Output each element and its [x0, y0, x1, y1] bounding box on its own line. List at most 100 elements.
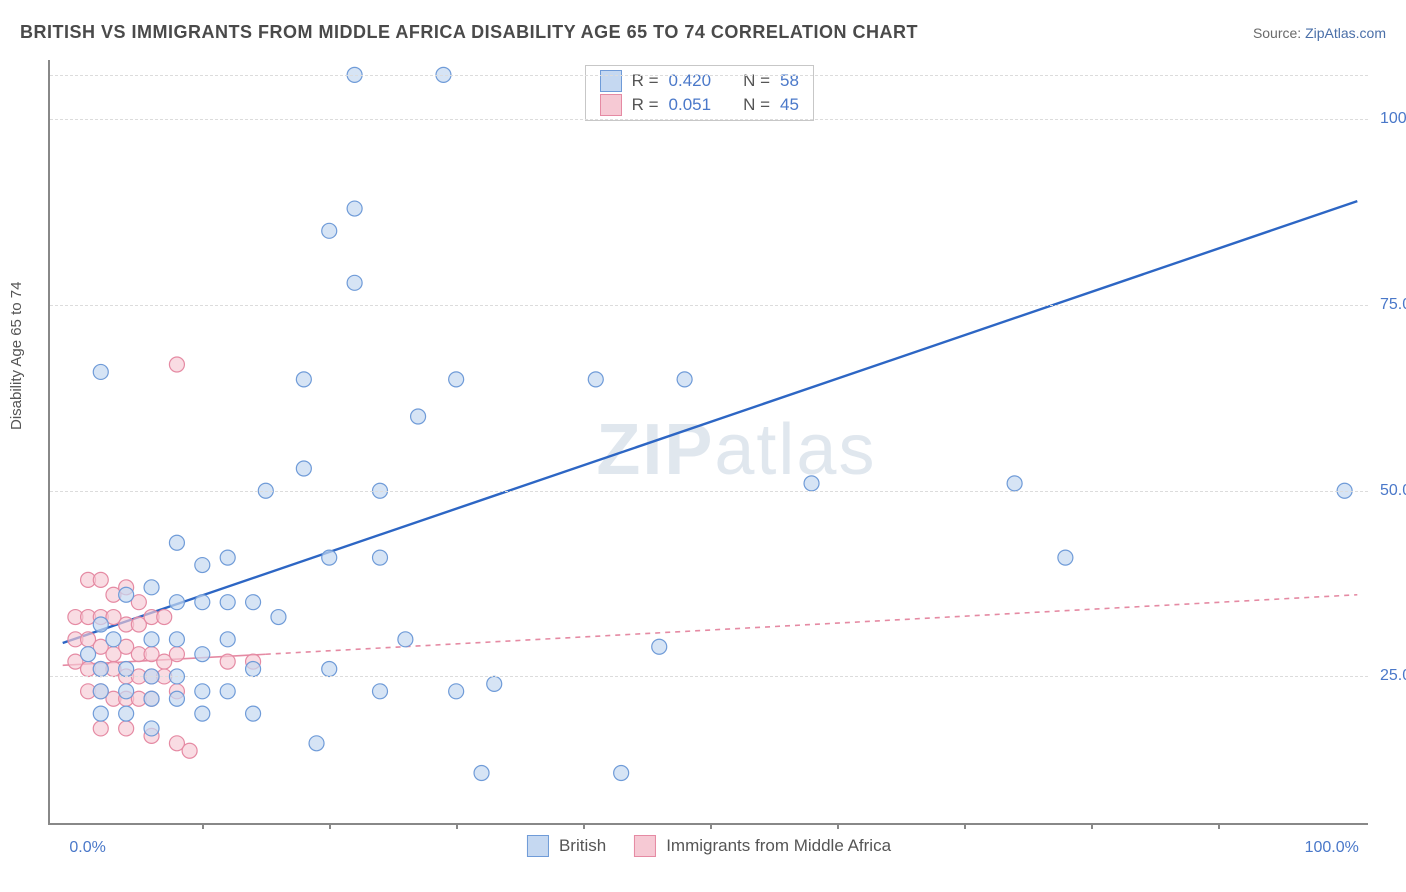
scatter-point-british: [347, 275, 362, 290]
scatter-point-british: [296, 372, 311, 387]
scatter-point-british: [93, 364, 108, 379]
scatter-point-british: [119, 684, 134, 699]
y-tick-label: 50.0%: [1372, 482, 1406, 500]
series-legend: British Immigrants from Middle Africa: [527, 835, 891, 857]
scatter-point-british: [93, 706, 108, 721]
scatter-point-british: [195, 595, 210, 610]
x-tick: [964, 823, 966, 829]
scatter-point-british: [322, 662, 337, 677]
scatter-point-british: [93, 617, 108, 632]
scatter-point-british: [373, 550, 388, 565]
scatter-point-british: [588, 372, 603, 387]
scatter-point-british: [195, 684, 210, 699]
y-tick-label: 75.0%: [1372, 296, 1406, 314]
y-tick-label: 100.0%: [1372, 110, 1406, 128]
scatter-point-british: [169, 595, 184, 610]
scatter-point-british: [804, 476, 819, 491]
correlation-legend: R =0.420N =58 R = 0.051 N = 45: [585, 65, 814, 121]
scatter-point-british: [81, 647, 96, 662]
x-tick: [710, 823, 712, 829]
scatter-point-immigrants: [182, 743, 197, 758]
scatter-point-british: [322, 550, 337, 565]
scatter-point-british: [144, 580, 159, 595]
scatter-point-british: [93, 662, 108, 677]
scatter-point-british: [195, 647, 210, 662]
scatter-point-british: [411, 409, 426, 424]
x-tick: [583, 823, 585, 829]
scatter-point-british: [119, 662, 134, 677]
regression-line-british: [63, 201, 1358, 643]
gridline: [50, 75, 1368, 76]
chart-svg: [50, 60, 1368, 823]
r-value: 0.051: [669, 95, 712, 115]
scatter-point-british: [398, 632, 413, 647]
scatter-point-british: [169, 632, 184, 647]
scatter-point-british: [652, 639, 667, 654]
scatter-point-immigrants: [169, 357, 184, 372]
scatter-point-immigrants: [157, 610, 172, 625]
scatter-point-british: [119, 587, 134, 602]
scatter-point-immigrants: [93, 721, 108, 736]
n-label: N =: [743, 95, 770, 115]
scatter-point-british: [1058, 550, 1073, 565]
swatch-icon: [600, 70, 622, 92]
scatter-point-british: [1007, 476, 1022, 491]
scatter-point-british: [614, 766, 629, 781]
gridline: [50, 491, 1368, 492]
scatter-point-immigrants: [169, 647, 184, 662]
scatter-point-british: [271, 610, 286, 625]
x-tick-label: 0.0%: [69, 839, 105, 857]
scatter-point-british: [347, 201, 362, 216]
x-tick: [202, 823, 204, 829]
scatter-point-british: [246, 662, 261, 677]
scatter-point-british: [474, 766, 489, 781]
chart-plot-area: ZIPatlas R =0.420N =58R =0.051N =45 Brit…: [48, 60, 1368, 825]
scatter-point-british: [309, 736, 324, 751]
scatter-point-british: [144, 632, 159, 647]
legend-item-immigrants: Immigrants from Middle Africa: [634, 835, 891, 857]
scatter-point-british: [246, 706, 261, 721]
scatter-point-british: [487, 676, 502, 691]
gridline: [50, 676, 1368, 677]
chart-title: BRITISH VS IMMIGRANTS FROM MIDDLE AFRICA…: [20, 22, 918, 43]
scatter-point-british: [296, 461, 311, 476]
regression-line-immigrants-dashed: [266, 595, 1358, 654]
legend-item-british: British: [527, 835, 606, 857]
gridline: [50, 305, 1368, 306]
x-tick: [456, 823, 458, 829]
scatter-point-british: [169, 691, 184, 706]
legend-stat-row: R = 0.051 N = 45: [600, 94, 799, 116]
scatter-point-british: [373, 684, 388, 699]
swatch-icon: [600, 94, 622, 116]
y-tick-label: 25.0%: [1372, 667, 1406, 685]
scatter-point-british: [195, 706, 210, 721]
gridline: [50, 119, 1368, 120]
x-tick: [329, 823, 331, 829]
x-tick: [1218, 823, 1220, 829]
swatch-icon: [634, 835, 656, 857]
scatter-point-british: [220, 684, 235, 699]
legend-stat-row: R =0.420N =58: [600, 70, 799, 92]
n-value: 45: [780, 95, 799, 115]
scatter-point-immigrants: [93, 572, 108, 587]
scatter-point-british: [449, 684, 464, 699]
scatter-point-british: [195, 558, 210, 573]
scatter-point-british: [106, 632, 121, 647]
swatch-icon: [527, 835, 549, 857]
scatter-point-british: [220, 550, 235, 565]
scatter-point-british: [119, 706, 134, 721]
source-link[interactable]: ZipAtlas.com: [1305, 25, 1386, 41]
scatter-point-british: [93, 684, 108, 699]
y-axis-label: Disability Age 65 to 74: [8, 282, 25, 430]
scatter-point-british: [246, 595, 261, 610]
scatter-point-british: [220, 632, 235, 647]
scatter-point-british: [449, 372, 464, 387]
source-citation: Source: ZipAtlas.com: [1253, 25, 1386, 41]
scatter-point-british: [144, 691, 159, 706]
legend-label-british: British: [559, 836, 606, 856]
r-label: R =: [632, 95, 659, 115]
x-tick: [1091, 823, 1093, 829]
scatter-point-immigrants: [119, 721, 134, 736]
x-tick-label: 100.0%: [1305, 839, 1359, 857]
scatter-point-british: [144, 721, 159, 736]
